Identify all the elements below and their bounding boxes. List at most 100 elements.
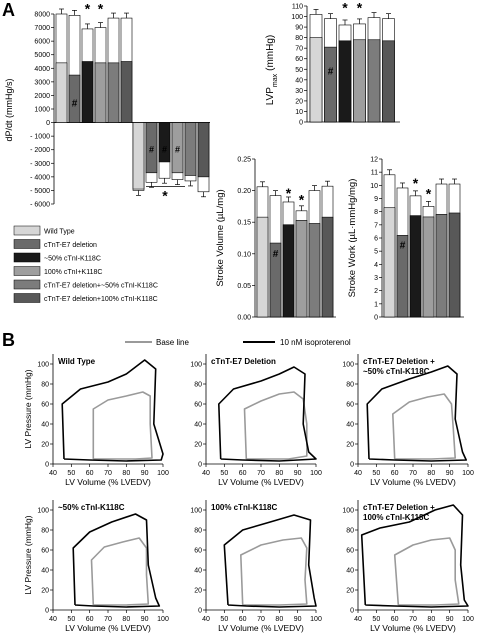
pv-y-tick-label: 80 (346, 528, 354, 535)
legend-a-swatch (13, 279, 41, 290)
panel-a-label: A (2, 0, 15, 20)
pv-x-tick-label: 100 (310, 616, 322, 623)
pv-y-tick-label: 100 (342, 508, 354, 515)
sw-y-tick-label: 2 (374, 288, 378, 295)
dpdt-significance-marker: # (149, 144, 154, 154)
pv-x-axis-label: LV Volume (% LVEDV) (370, 477, 456, 487)
pv-x-tick-label: 40 (49, 616, 57, 623)
pv-baseline-loop (243, 391, 308, 460)
pv-x-axis-label: LV Volume (% LVEDV) (218, 623, 304, 633)
lvp-baseline-bar (382, 40, 395, 123)
legend-a-label: cTnT-E7 deletion+~50% cTnI-K118C (44, 283, 158, 290)
dpdt-baseline-bar (68, 74, 81, 123)
pv-y-tick-label: 100 (342, 362, 354, 369)
pv-y-tick-label: 40 (346, 568, 354, 575)
dpdt-significance-marker: * (98, 0, 104, 16)
legend-a-label: ~50% cTnI-K118C (44, 256, 101, 263)
dpdt-y-tick-label: 2000 (34, 93, 50, 100)
pv-x-tick-label: 70 (409, 470, 417, 477)
dpdt-significance-marker: # (175, 144, 180, 154)
sw-baseline-bar (383, 207, 396, 318)
pv-x-axis-label: LV Volume (% LVEDV) (65, 623, 151, 633)
pv-x-tick-label: 90 (446, 470, 454, 477)
pv-y-tick-label: 0 (198, 462, 202, 469)
dpdt-y-tick-label: 0 (46, 120, 50, 127)
sw-baseline-bar (435, 214, 448, 318)
pv-y-tick-label: 0 (45, 608, 49, 615)
dpdt-baseline-bar (197, 122, 210, 178)
lvp-y-tick-label: 40 (295, 77, 303, 84)
pv-x-tick-label: 70 (257, 470, 265, 477)
pv-y-tick-label: 60 (346, 402, 354, 409)
sw-y-tick-label: 3 (374, 275, 378, 282)
dpdt-y-tick-label: - 2000 (30, 147, 50, 154)
pv-x-tick-label: 80 (427, 616, 435, 623)
pv-panel-title: cTnT-E7 Deletion + (363, 503, 435, 512)
pv-x-tick-label: 60 (239, 616, 247, 623)
pv-baseline-loop (391, 393, 457, 460)
pv-iso-loop (72, 513, 161, 608)
pv-x-tick-label: 100 (157, 470, 169, 477)
pv-panel-title: cTnT-E7 Deletion + (363, 357, 435, 366)
pv-x-tick-label: 70 (409, 616, 417, 623)
dpdt-baseline-bar (55, 62, 68, 123)
pv-x-tick-label: 80 (122, 470, 130, 477)
sw-y-tick-label: 5 (374, 249, 378, 256)
legend-a-swatch (13, 293, 41, 303)
pv-x-tick-label: 70 (104, 470, 112, 477)
pv-x-tick-label: 50 (67, 470, 75, 477)
pv-y-tick-label: 20 (194, 588, 202, 595)
lvp-significance-marker: * (357, 0, 363, 15)
legend-a-label: 100% cTnI+K118C (44, 269, 102, 276)
pv-y-tick-label: 80 (194, 528, 202, 535)
sw-y-tick-label: 6 (374, 236, 378, 243)
pv-iso-loop (61, 359, 164, 462)
pv-iso-loop (223, 514, 317, 608)
pv-x-tick-label: 100 (310, 470, 322, 477)
pv-x-axis-label: LV Volume (% LVEDV) (370, 623, 456, 633)
pv-y-tick-label: 20 (194, 442, 202, 449)
panel-b-label: B (2, 330, 15, 350)
dpdt-y-tick-label: 8000 (34, 12, 50, 19)
dpdt-y-tick-label: 6000 (34, 39, 50, 46)
pv-x-tick-label: 80 (275, 470, 283, 477)
sw-y-tick-label: 10 (370, 183, 378, 190)
dpdt-significance-marker: * (85, 0, 91, 16)
sw-y-tick-label: 1 (374, 301, 378, 308)
pv-x-tick-label: 100 (462, 616, 474, 623)
pv-x-tick-label: 70 (257, 616, 265, 623)
sw-significance-marker: * (413, 175, 419, 191)
sv-significance-marker: * (299, 192, 305, 208)
dpdt-y-tick-label: - 3000 (30, 161, 50, 168)
pv-y-axis-label: LV Pressure (mmHg) (23, 515, 33, 594)
pv-x-tick-label: 70 (104, 616, 112, 623)
pv-y-tick-label: 0 (198, 608, 202, 615)
pv-panel-title: cTnT-E7 Deletion (211, 357, 276, 366)
sw-y-tick-label: 11 (371, 170, 378, 177)
pv-y-tick-label: 40 (194, 422, 202, 429)
pv-y-tick-label: 0 (350, 608, 354, 615)
pv-y-tick-label: 0 (350, 462, 354, 469)
pv-panel-title: Wild Type (58, 357, 96, 366)
dpdt-y-tick-label: 7000 (34, 25, 50, 32)
legend-a-swatch (13, 225, 41, 236)
sw-y-tick-label: 8 (374, 209, 378, 216)
dpdt-baseline-bar (107, 62, 120, 123)
sv-y-tick-label: 0.25 (237, 157, 251, 164)
dpdt-significance-marker: # (72, 98, 78, 109)
dpdt-significance-marker: * (162, 188, 168, 204)
lvp-baseline-bar (367, 39, 381, 123)
sv-baseline-bar (269, 242, 282, 318)
sv-y-tick-label: 0.05 (237, 283, 251, 290)
pv-y-tick-label: 40 (346, 422, 354, 429)
pv-y-tick-label: 60 (346, 548, 354, 555)
legend-a-label: Wild Type (44, 229, 75, 236)
dpdt-baseline-bar (145, 122, 158, 174)
pv-x-tick-label: 80 (122, 616, 130, 623)
pv-y-tick-label: 60 (194, 402, 202, 409)
sw-y-tick-label: 9 (374, 196, 378, 203)
pv-x-tick-label: 60 (239, 470, 247, 477)
pv-y-tick-label: 20 (346, 588, 354, 595)
lvp-y-tick-label: 20 (295, 98, 303, 105)
pv-x-tick-label: 60 (86, 470, 94, 477)
